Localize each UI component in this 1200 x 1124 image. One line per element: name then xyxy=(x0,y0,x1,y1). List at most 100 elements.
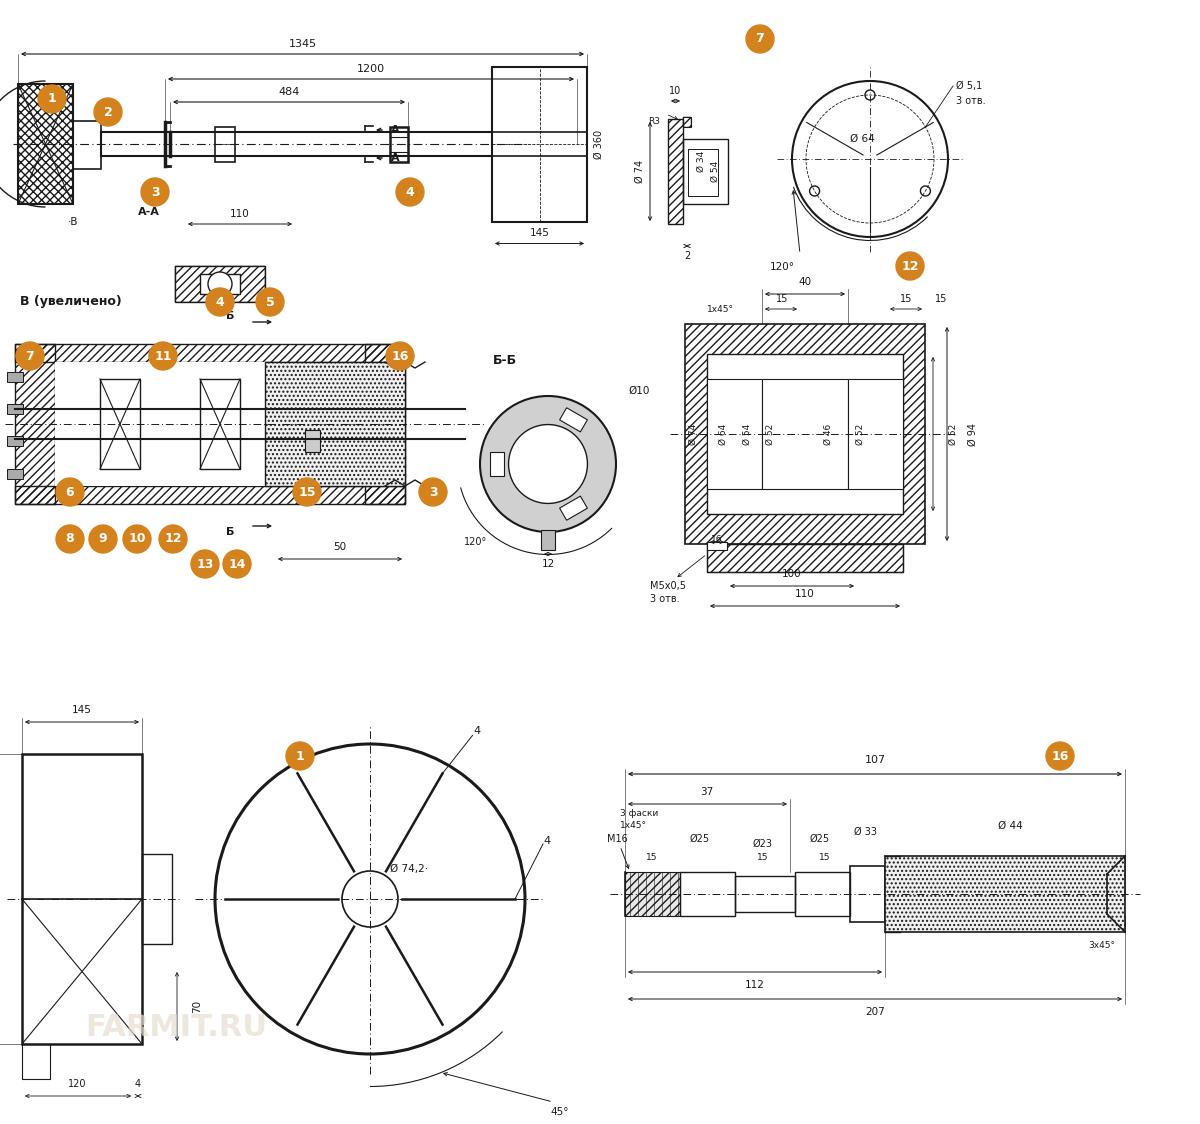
Bar xyxy=(685,324,925,544)
Circle shape xyxy=(142,178,169,206)
Text: 10: 10 xyxy=(670,87,682,96)
Bar xyxy=(625,872,680,916)
Text: 120°: 120° xyxy=(769,262,794,272)
Text: 145: 145 xyxy=(72,705,92,715)
Bar xyxy=(707,542,727,550)
Text: 2: 2 xyxy=(684,251,690,261)
Text: 107: 107 xyxy=(864,755,886,765)
Bar xyxy=(680,872,734,916)
Text: 100: 100 xyxy=(782,569,802,579)
Text: 2: 2 xyxy=(103,106,113,118)
Bar xyxy=(668,119,683,224)
Bar xyxy=(365,344,406,504)
Bar xyxy=(18,84,73,203)
Text: A: A xyxy=(391,153,400,163)
Bar xyxy=(7,404,23,414)
Circle shape xyxy=(419,478,446,506)
Text: 145: 145 xyxy=(529,228,550,238)
Text: 45°: 45° xyxy=(551,1107,569,1117)
Bar xyxy=(215,127,235,162)
Text: 14: 14 xyxy=(228,558,246,571)
Text: Б: Б xyxy=(226,311,234,321)
Text: 16: 16 xyxy=(712,535,722,544)
Bar xyxy=(175,266,265,302)
Text: 13: 13 xyxy=(197,558,214,571)
Bar xyxy=(142,854,172,944)
Text: 1200: 1200 xyxy=(356,64,385,74)
Bar xyxy=(707,544,904,572)
Text: Ø 54: Ø 54 xyxy=(743,424,751,445)
Text: 1345: 1345 xyxy=(288,39,317,49)
Text: 15: 15 xyxy=(935,294,947,303)
Text: 3: 3 xyxy=(151,185,160,199)
Text: Ø 74: Ø 74 xyxy=(689,424,697,445)
Text: 15: 15 xyxy=(299,486,316,499)
Bar xyxy=(305,430,320,452)
Text: 15: 15 xyxy=(776,294,788,303)
Bar xyxy=(492,66,587,221)
Circle shape xyxy=(386,342,414,370)
Circle shape xyxy=(56,525,84,553)
Bar xyxy=(707,379,762,489)
Circle shape xyxy=(396,178,424,206)
Circle shape xyxy=(293,478,322,506)
Bar xyxy=(100,379,140,469)
Text: 6: 6 xyxy=(66,486,74,499)
Circle shape xyxy=(509,425,588,504)
Bar xyxy=(18,84,73,203)
Text: Ø 33: Ø 33 xyxy=(853,827,876,837)
Text: Ø 52: Ø 52 xyxy=(766,424,774,445)
Text: 3 отв.: 3 отв. xyxy=(956,96,985,106)
Bar xyxy=(734,876,796,912)
Bar xyxy=(265,362,406,486)
Text: A: A xyxy=(391,125,400,135)
Circle shape xyxy=(38,85,66,114)
Bar xyxy=(14,486,406,504)
Bar xyxy=(762,379,848,489)
Text: FARMIT.RU: FARMIT.RU xyxy=(85,1013,266,1042)
Text: 8: 8 xyxy=(66,533,74,545)
Bar xyxy=(14,344,406,362)
Text: Ø 64: Ø 64 xyxy=(850,134,875,144)
Circle shape xyxy=(149,342,178,370)
Circle shape xyxy=(256,288,284,316)
Text: В (увеличено): В (увеличено) xyxy=(20,296,121,308)
Circle shape xyxy=(94,98,122,126)
Bar xyxy=(22,754,142,1044)
Bar xyxy=(850,865,886,922)
Bar xyxy=(707,354,904,514)
Bar xyxy=(390,127,408,162)
Circle shape xyxy=(206,288,234,316)
Bar xyxy=(7,436,23,446)
Circle shape xyxy=(746,25,774,53)
Text: 484: 484 xyxy=(278,87,300,97)
Text: Ø 34: Ø 34 xyxy=(696,151,706,172)
Text: 15: 15 xyxy=(647,853,658,862)
Text: Ø 94: Ø 94 xyxy=(968,423,978,445)
Bar xyxy=(683,139,728,203)
Text: 120: 120 xyxy=(67,1079,86,1089)
Text: 120°: 120° xyxy=(464,537,487,547)
Text: 12: 12 xyxy=(541,559,554,569)
Text: 110: 110 xyxy=(230,209,250,219)
Bar xyxy=(688,149,718,196)
Text: 4: 4 xyxy=(474,726,481,736)
Text: 16: 16 xyxy=(1051,750,1069,762)
Text: 15: 15 xyxy=(900,294,912,303)
Text: Ø23: Ø23 xyxy=(754,839,773,849)
Bar xyxy=(559,496,587,520)
Text: 9: 9 xyxy=(98,533,107,545)
Text: Ø 54: Ø 54 xyxy=(710,161,720,182)
Text: М5х0,5: М5х0,5 xyxy=(650,581,686,591)
Text: M16: M16 xyxy=(607,834,628,844)
Text: Ø 44: Ø 44 xyxy=(997,821,1022,831)
Bar xyxy=(7,372,23,382)
Text: 7: 7 xyxy=(756,33,764,45)
Text: 4: 4 xyxy=(544,836,551,846)
Text: Ø 74: Ø 74 xyxy=(635,160,646,183)
Text: 40: 40 xyxy=(798,277,811,287)
Bar xyxy=(796,872,850,916)
Bar xyxy=(73,121,101,169)
Circle shape xyxy=(286,742,314,770)
Text: Ø 46: Ø 46 xyxy=(823,424,833,445)
